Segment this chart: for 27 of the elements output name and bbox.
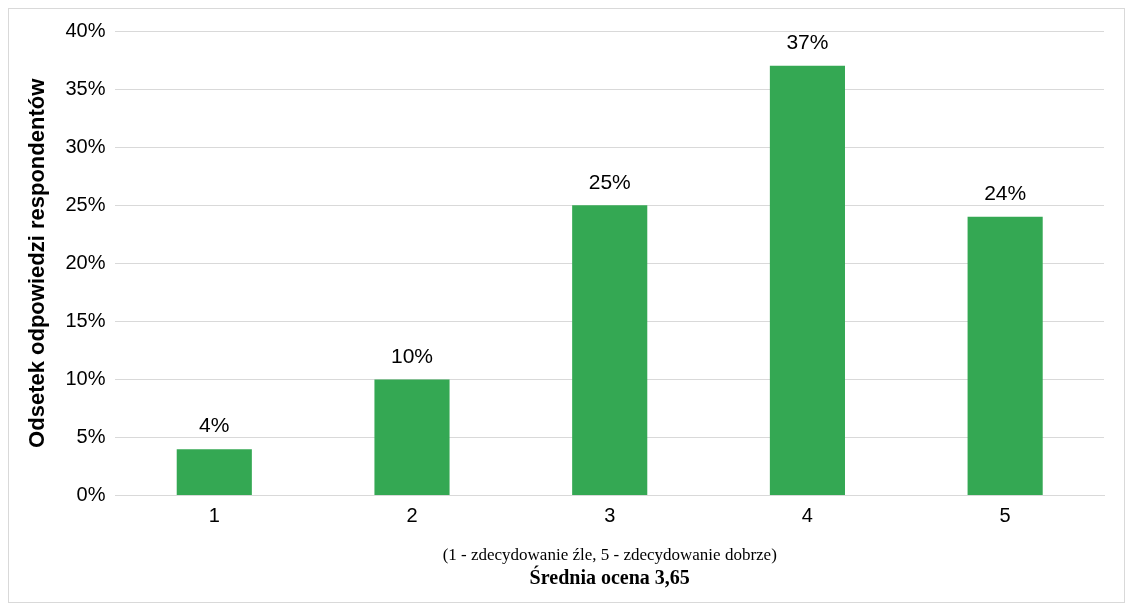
x-tick-label: 3: [604, 504, 616, 527]
y-tick-label: 40%: [65, 18, 106, 41]
data-label: 4%: [199, 413, 230, 437]
bar: [967, 216, 1043, 496]
y-tick-label: 0%: [76, 483, 106, 506]
x-tick-label: 2: [406, 504, 418, 527]
y-tick-label: 5%: [76, 425, 106, 448]
y-tick-label: 20%: [65, 250, 106, 273]
bar: [572, 205, 648, 496]
y-tick-label: 10%: [65, 366, 106, 389]
bar: [176, 449, 252, 496]
data-label: 37%: [786, 30, 829, 54]
y-tick-label: 35%: [65, 76, 106, 99]
data-label: 24%: [984, 181, 1027, 205]
x-axis-title: (1 - zdecydowanie źle, 5 - zdecydowanie dobrze): [442, 545, 777, 565]
y-tick-label: 25%: [65, 192, 106, 215]
x-tick-label: 1: [208, 504, 220, 527]
x-tick-label: 4: [801, 504, 813, 527]
x-tick-label: 5: [999, 504, 1011, 527]
y-tick-label: 30%: [65, 134, 106, 157]
y-tick-label: 15%: [65, 308, 106, 331]
y-axis-title: Odsetek odpowiedzi respondentów: [24, 77, 50, 448]
data-label: 10%: [390, 343, 434, 367]
bar: [769, 65, 845, 496]
bar: [374, 379, 450, 496]
data-label: 25%: [588, 169, 631, 193]
text: Średnia ocena 3,65: [529, 565, 690, 588]
